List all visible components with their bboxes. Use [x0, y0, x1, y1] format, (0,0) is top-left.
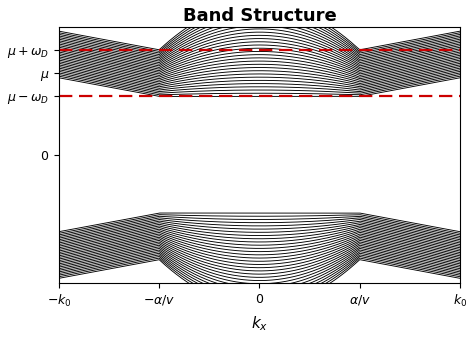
Title: Band Structure: Band Structure: [182, 7, 336, 25]
X-axis label: $k_x$: $k_x$: [251, 314, 268, 333]
